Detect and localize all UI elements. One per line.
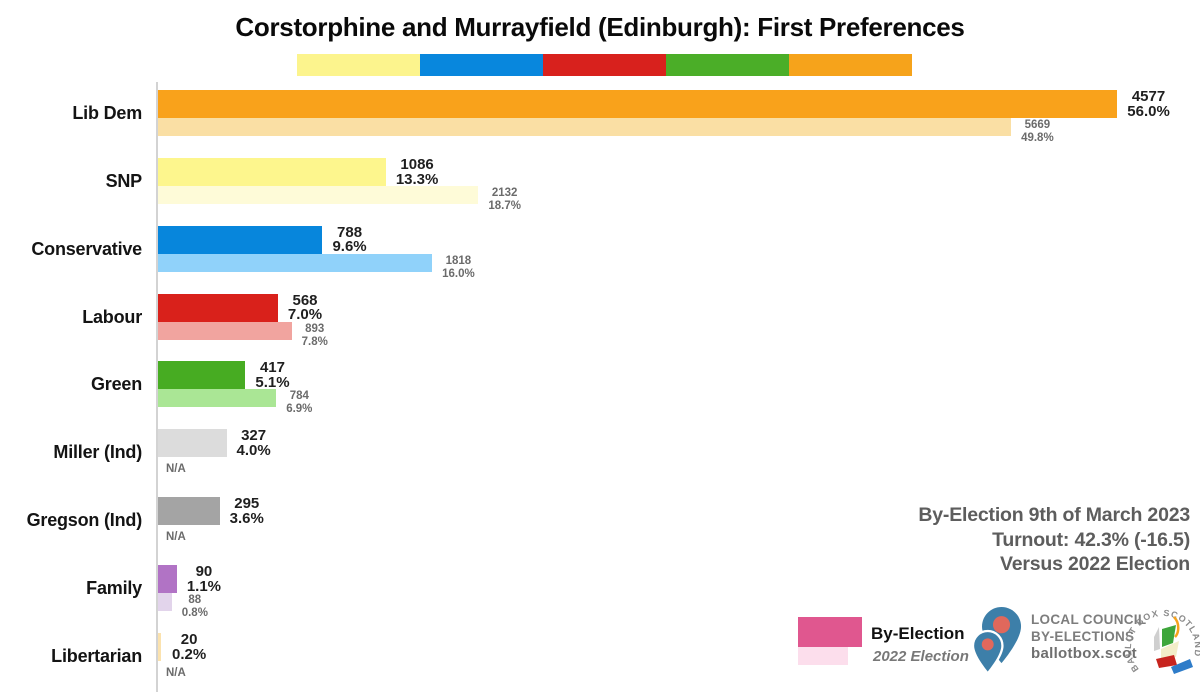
legend-label-byelection: By-Election bbox=[871, 624, 965, 643]
votes-label-previous: 893 bbox=[305, 322, 325, 335]
percent-label-previous: 49.8% bbox=[1021, 132, 1054, 144]
value-labels-current: 788 9.6% bbox=[332, 223, 367, 256]
bar-current bbox=[158, 157, 386, 186]
bar-current bbox=[158, 429, 227, 458]
category-label: Green bbox=[90, 374, 142, 395]
value-labels-current: 568 7.0% bbox=[287, 291, 323, 324]
value-labels-current: 417 5.1% bbox=[255, 359, 290, 392]
y-axis-line bbox=[156, 82, 158, 692]
annotation-date: By-Election 9th of March 2023 bbox=[918, 504, 1190, 526]
votes-label-previous: 784 bbox=[289, 390, 309, 403]
percent-label: 9.6% bbox=[332, 238, 367, 256]
value-labels-previous: 1818 16.0% bbox=[442, 255, 475, 281]
bar-previous bbox=[158, 592, 172, 611]
votes-label-previous: 5669 bbox=[1024, 119, 1051, 131]
votes-label: 295 bbox=[234, 495, 260, 513]
bar-current bbox=[158, 497, 220, 526]
category-label: Miller (Ind) bbox=[53, 442, 142, 463]
brand-line-1: LOCAL COUNCIL bbox=[1031, 612, 1147, 627]
value-labels-current: 327 4.0% bbox=[236, 427, 271, 460]
na-label: N/A bbox=[166, 666, 186, 679]
ballot-box-scotland-badge: BALLOT BOX SCOTLAND bbox=[1124, 608, 1200, 674]
bar-previous bbox=[158, 118, 1012, 136]
percent-label: 3.6% bbox=[229, 509, 264, 527]
votes-label: 20 bbox=[180, 630, 198, 648]
value-labels-current: 295 3.6% bbox=[229, 495, 264, 527]
percent-label-previous: 0.8% bbox=[181, 606, 208, 619]
brand-line-3: ballotbox.scot bbox=[1031, 645, 1137, 662]
bar-current bbox=[158, 632, 162, 661]
value-labels-previous: 2132 18.7% bbox=[488, 187, 521, 213]
bar-previous bbox=[158, 321, 292, 340]
strip-segment bbox=[420, 54, 543, 76]
brand-text: LOCAL COUNCIL BY-ELECTIONS ballotbox.sco… bbox=[1031, 611, 1146, 663]
category-label: Lib Dem bbox=[72, 103, 142, 123]
bar-previous bbox=[158, 185, 479, 204]
legend-swatch-byelection bbox=[798, 617, 862, 647]
value-labels-current: 4577 56.0% bbox=[1127, 88, 1170, 120]
percent-label: 4.0% bbox=[236, 442, 271, 460]
votes-label: 90 bbox=[195, 562, 213, 580]
value-labels-current: 90 1.1% bbox=[186, 562, 222, 595]
na-label: N/A bbox=[166, 463, 186, 476]
bar-previous bbox=[158, 389, 277, 408]
category-label: Gregson (Ind) bbox=[26, 510, 143, 531]
percent-label-previous: 6.9% bbox=[286, 403, 313, 416]
strip-segment bbox=[297, 54, 420, 76]
percent-label: 1.1% bbox=[186, 577, 222, 595]
category-label: SNP bbox=[105, 170, 143, 191]
bar-current bbox=[158, 293, 278, 322]
votes-label: 788 bbox=[337, 223, 363, 241]
strip-segment bbox=[789, 54, 912, 76]
party-color-strip bbox=[297, 54, 912, 76]
bar-current bbox=[158, 225, 323, 254]
percent-label: 5.1% bbox=[255, 374, 290, 392]
map-pin-icon bbox=[972, 607, 1022, 676]
bar-previous bbox=[158, 253, 433, 272]
legend-label-2022: 2022 Election bbox=[873, 648, 969, 665]
votes-label-previous: 88 bbox=[188, 593, 202, 606]
value-labels-previous: 5669 49.8% bbox=[1021, 119, 1054, 145]
na-label: N/A bbox=[166, 531, 186, 544]
bar-current bbox=[158, 361, 246, 390]
value-labels-previous: 784 6.9% bbox=[286, 390, 312, 416]
bar-current bbox=[158, 90, 1118, 118]
annotation-versus: Versus 2022 Election bbox=[999, 553, 1190, 575]
percent-label-previous: 16.0% bbox=[442, 267, 475, 280]
category-label: Conservative bbox=[31, 238, 142, 259]
votes-label: 4577 bbox=[1131, 88, 1166, 105]
category-label: Libertarian bbox=[51, 645, 142, 666]
strip-segment bbox=[543, 54, 666, 76]
votes-label: 568 bbox=[292, 291, 318, 309]
votes-label: 327 bbox=[241, 427, 267, 445]
annotation-turnout: Turnout: 42.3% (-16.5) bbox=[992, 528, 1190, 551]
percent-label: 7.0% bbox=[287, 306, 323, 324]
votes-label: 417 bbox=[259, 359, 285, 377]
percent-label: 56.0% bbox=[1127, 102, 1170, 120]
percent-label-previous: 18.7% bbox=[488, 199, 521, 212]
value-labels-previous: 893 7.8% bbox=[302, 323, 328, 349]
percent-label-previous: 7.8% bbox=[301, 335, 328, 348]
election-annotation: By-Election 9th of March 2023 Turnout: 4… bbox=[918, 503, 1190, 577]
strip-segment bbox=[666, 54, 789, 76]
percent-label: 13.3% bbox=[395, 170, 439, 188]
value-labels-previous: 88 0.8% bbox=[182, 594, 208, 620]
value-labels-current: 1086 13.3% bbox=[395, 155, 439, 188]
value-labels-current: 20 0.2% bbox=[172, 630, 207, 663]
percent-label: 0.2% bbox=[172, 645, 207, 663]
votes-label-previous: 1818 bbox=[445, 254, 472, 267]
bar-current bbox=[158, 564, 177, 593]
category-label: Labour bbox=[82, 306, 142, 327]
badge-art bbox=[1154, 616, 1193, 674]
votes-label-previous: 2132 bbox=[491, 186, 518, 199]
legend-swatch-2022 bbox=[798, 647, 848, 665]
votes-label: 1086 bbox=[400, 155, 434, 173]
category-label: Family bbox=[86, 577, 142, 598]
brand-line-2: BY-ELECTIONS bbox=[1031, 629, 1135, 644]
chart-title: Corstorphine and Murrayfield (Edinburgh)… bbox=[235, 12, 965, 42]
